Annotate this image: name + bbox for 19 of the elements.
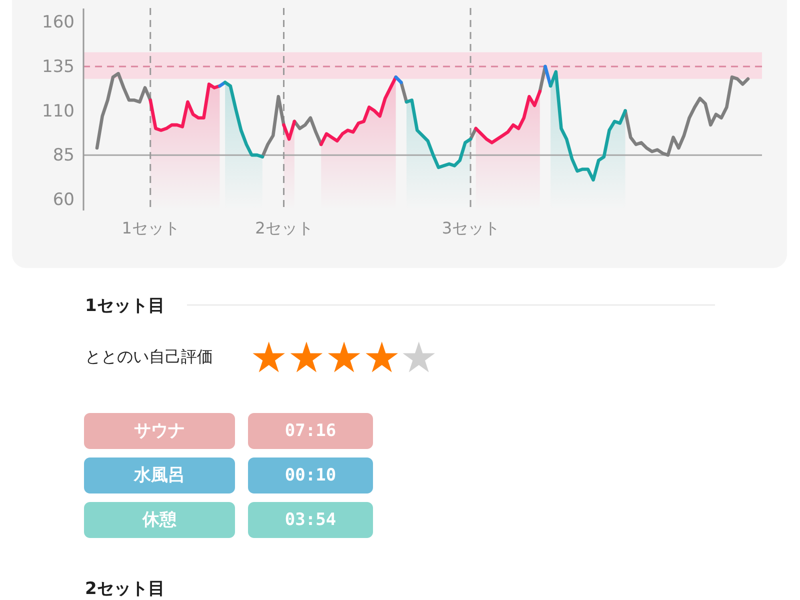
text: 07:16 (284, 421, 336, 441)
x-tick-label: 1セット (122, 218, 180, 238)
text: 1セット目 (85, 296, 165, 316)
category-label: 休憩 (142, 510, 178, 530)
x-tick-label: 2セット (255, 218, 314, 238)
category-label: 水風呂 (133, 466, 185, 486)
text: ととのい自己評価 (85, 347, 213, 366)
text: 2セット目 (85, 579, 165, 599)
y-tick-label: 60 (52, 190, 74, 210)
y-tick-label: 135 (42, 56, 74, 77)
x-tick-label: 3セット (442, 218, 500, 238)
text: ★★★★ (250, 333, 401, 382)
text: 00:10 (284, 466, 336, 486)
text: 03:54 (284, 510, 336, 530)
y-tick-label: 160 (42, 12, 74, 33)
category-label: サウナ (134, 421, 185, 441)
y-tick-label: 85 (52, 146, 74, 166)
text: ★ (400, 333, 438, 382)
y-tick-label: 110 (42, 101, 74, 122)
